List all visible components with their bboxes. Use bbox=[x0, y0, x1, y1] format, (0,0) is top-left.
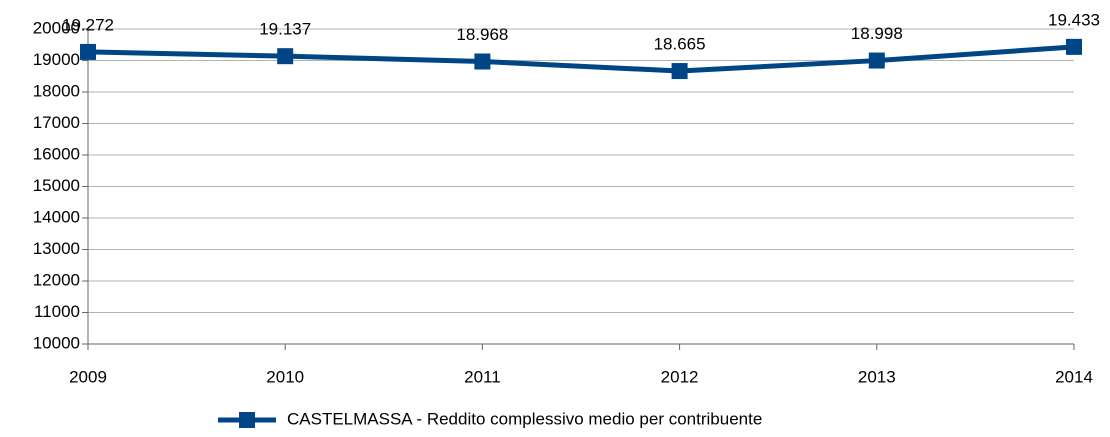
x-tick-label: 2009 bbox=[69, 367, 107, 386]
point-marker bbox=[277, 48, 294, 65]
data-label: 18.998 bbox=[851, 24, 903, 43]
y-tick-label: 10000 bbox=[33, 333, 80, 352]
legend-label: CASTELMASSA - Reddito complessivo medio … bbox=[287, 409, 762, 428]
data-label: 18.665 bbox=[654, 35, 706, 54]
series-line bbox=[87, 44, 1075, 74]
data-label: 18.968 bbox=[456, 25, 508, 44]
y-tick-label: 14000 bbox=[33, 207, 80, 226]
y-tick-label: 18000 bbox=[33, 81, 80, 100]
legend-marker bbox=[239, 412, 255, 428]
y-tick-label: 13000 bbox=[33, 239, 80, 258]
x-tick-label: 2010 bbox=[266, 367, 304, 386]
x-tick-label: 2014 bbox=[1055, 367, 1093, 386]
x-tick-label: 2011 bbox=[464, 367, 501, 386]
y-tick-label: 19000 bbox=[33, 50, 80, 69]
point-marker bbox=[474, 53, 491, 70]
y-tick-label: 11000 bbox=[34, 302, 80, 321]
data-label: 19.433 bbox=[1048, 10, 1100, 29]
point-marker bbox=[80, 43, 96, 60]
point-marker bbox=[1066, 38, 1082, 55]
point-marker bbox=[671, 63, 688, 80]
point-marker bbox=[868, 52, 885, 69]
x-tick-label: 2012 bbox=[661, 367, 699, 386]
data-label: 19.137 bbox=[259, 20, 311, 39]
y-tick-label: 20000 bbox=[33, 18, 80, 37]
data-label: 19.272 bbox=[62, 15, 114, 34]
y-tick-label: 17000 bbox=[33, 113, 80, 132]
y-tick-label: 15000 bbox=[33, 176, 80, 195]
y-tick-label: 16000 bbox=[33, 144, 80, 163]
y-tick-label: 12000 bbox=[33, 270, 80, 289]
x-tick-label: 2013 bbox=[858, 367, 896, 386]
